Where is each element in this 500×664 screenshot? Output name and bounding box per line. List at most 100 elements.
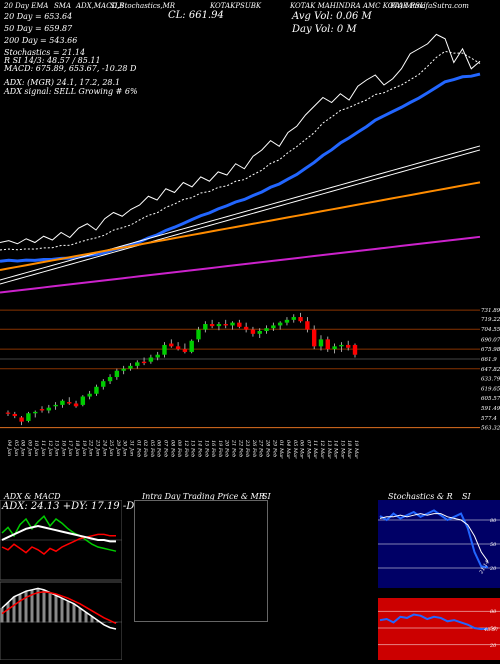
y-tick-label: 690.07 — [481, 337, 500, 343]
x-tick-label: 22 Feb — [237, 439, 243, 457]
candle-body — [114, 370, 120, 378]
y-tick-label: 619.65 — [481, 386, 500, 392]
y-tick-label: 577.4 — [481, 416, 497, 422]
x-tick-label: 21 Feb — [231, 439, 237, 457]
candle-body — [60, 400, 65, 405]
x-tick-label: 12 Mar — [319, 440, 325, 459]
stoch-d-line — [379, 513, 489, 562]
macd-signal-line — [1, 591, 117, 625]
candle-body — [277, 322, 283, 326]
x-tick-label: 15 Jan — [54, 440, 60, 456]
candle-body — [332, 346, 337, 350]
candle-body — [189, 340, 194, 352]
candle-body — [284, 319, 290, 323]
adx-series-2 — [1, 524, 116, 543]
adx-value-label: ADX: 24.13 +DY: 17.19 -DY: 28.11 — [2, 501, 175, 512]
candle-body — [19, 417, 24, 422]
candle-body — [39, 409, 45, 411]
ema-20-line — [0, 72, 481, 263]
adx-macd-panel: ADX: 24.13 +DY: 17.19 -DY: 28.11 — [0, 499, 175, 661]
candle-body — [87, 393, 92, 397]
price-line — [0, 33, 481, 245]
x-tick-label: 18 Mar — [346, 440, 352, 459]
x-tick-label: 27 Feb — [258, 439, 264, 457]
candle-body — [291, 317, 296, 320]
rsi-tick-label: 50 — [490, 626, 497, 632]
x-tick-label: 19 Mar — [353, 440, 359, 459]
macd-hist-bar — [108, 622, 112, 623]
stoch-tick-label: 80 — [490, 518, 497, 524]
rsi-line — [379, 613, 489, 631]
top-label-si: SI,Stochastics,MR — [110, 2, 176, 10]
x-tick-label: 05 Mar — [292, 440, 298, 459]
x-tick-label: 13 Feb — [190, 440, 196, 457]
x-tick-label: 01 Feb — [135, 440, 141, 457]
rsi-tick-label: 20 — [489, 643, 497, 649]
x-tick-label: 14 Feb — [197, 440, 203, 457]
macd-hist-bar — [30, 589, 34, 623]
candle-body — [128, 365, 133, 369]
stoch-k-line — [379, 509, 489, 569]
stoch-tick-label: 50 — [490, 542, 497, 548]
y-tick-label: 704.55 — [481, 327, 500, 333]
adx-macd-chart — [0, 499, 123, 661]
x-tick-label: 28 Feb — [265, 439, 271, 457]
intraday-panel-title: Intra Day Trading Price & MR — [142, 492, 265, 501]
x-tick-label: 02 Feb — [142, 440, 148, 457]
candle-body — [73, 403, 79, 407]
x-tick-label: 04 Jan — [6, 440, 12, 456]
si-label: R SI 14/3: 48.57 / 85.11 — [4, 56, 101, 65]
x-tick-label: 22 Jan — [88, 439, 94, 456]
x-tick-label: 07 Feb — [162, 440, 168, 457]
macd-hist-bar — [66, 601, 70, 623]
ema-200-label: 200 Day = 543.66 — [4, 36, 78, 45]
candle-body — [182, 349, 188, 352]
x-tick-label: 16 Jan — [60, 440, 66, 456]
candle-body — [148, 357, 154, 362]
top-label-sma: SMA — [54, 2, 72, 10]
candle-body — [46, 407, 52, 411]
candle-body — [80, 396, 86, 405]
candle-body — [305, 321, 310, 330]
candle-body — [257, 331, 262, 334]
top-label-site: BA) MunafaSutra.com — [390, 2, 469, 10]
x-tick-label: 08 Feb — [169, 440, 175, 457]
candle-body — [33, 411, 38, 414]
candle-body — [325, 339, 330, 350]
stoch-panel-title: Stochastics & R — [388, 492, 453, 501]
x-tick-label: 11 Mar — [312, 440, 318, 459]
candle-body — [352, 344, 358, 355]
candle-body — [345, 344, 351, 348]
candle-body — [121, 368, 126, 371]
x-tick-label: 19 Jan — [81, 440, 87, 456]
candle-body — [223, 324, 228, 326]
intraday-panel-title-suffix: SI — [262, 492, 271, 501]
x-tick-label: 23 Feb — [244, 439, 250, 457]
x-tick-label: 16 Feb — [210, 440, 216, 457]
x-tick-label: 25 Jan — [108, 439, 114, 456]
day-volume-label: Day Vol: 0 M — [292, 24, 357, 35]
candle-body — [209, 324, 215, 327]
adx-label: ADX: (MGR) 24.1, 17.2, 28.1 — [4, 78, 121, 87]
stoch-tick-label: 20 — [489, 566, 497, 572]
candle-body — [155, 354, 160, 358]
top-label-company: KOTAK MAHINDRA AMC KOTAK PSU — [290, 2, 426, 10]
macd-hist-bar — [102, 622, 106, 623]
candle-body — [271, 325, 276, 329]
x-tick-label: 24 Jan — [101, 439, 107, 456]
candle-body — [264, 328, 269, 332]
adx-series-0 — [1, 515, 117, 552]
candle-body — [26, 413, 31, 421]
rsi-tick-label: 80 — [490, 609, 497, 615]
ema-50-line — [0, 145, 481, 281]
y-tick-label: 719.22 — [481, 317, 500, 323]
x-tick-label: 13 Mar — [326, 440, 332, 459]
x-tick-label: 20 Feb — [224, 439, 230, 457]
x-tick-label: 07 Mar — [305, 440, 311, 459]
macd-hist-bar — [60, 598, 64, 623]
macd-hist-bar — [114, 622, 118, 623]
x-tick-label: 15 Feb — [203, 440, 209, 457]
candle-body — [135, 362, 140, 366]
candle-body — [162, 344, 167, 355]
candle-body — [67, 402, 72, 404]
